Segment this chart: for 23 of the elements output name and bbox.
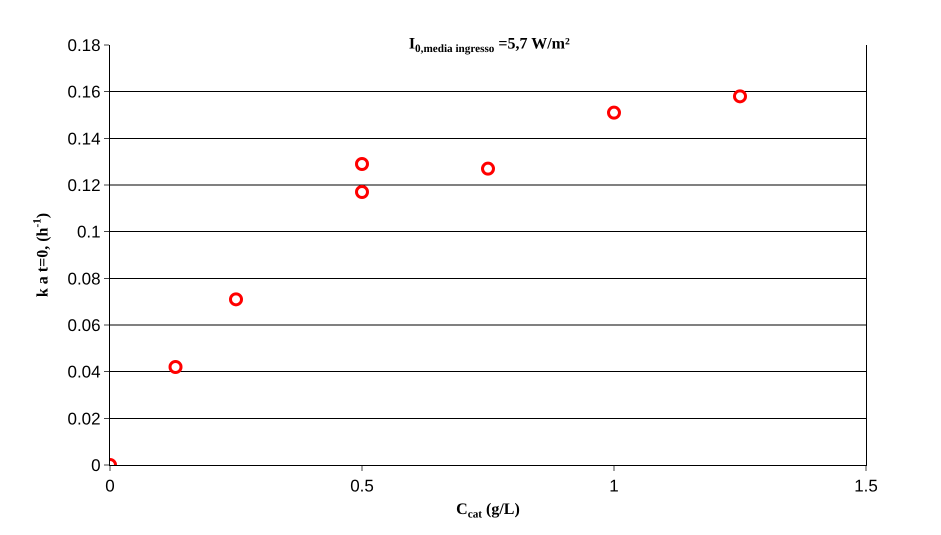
point <box>733 89 747 104</box>
y-tick-label: 0.06 <box>68 316 101 335</box>
y-tick-label: 0.1 <box>76 222 101 242</box>
point <box>168 360 183 374</box>
y-tick-label: 0.16 <box>68 82 101 102</box>
x-tick-label: 0 <box>105 476 115 496</box>
point <box>481 162 495 176</box>
x-tick-label: 0.5 <box>350 476 374 496</box>
point <box>355 185 369 199</box>
y-tick-label: 0 <box>91 456 101 475</box>
point <box>355 157 369 171</box>
point <box>607 106 621 120</box>
x-axis-title: C$_{cat}$ (g/L) <box>456 501 520 520</box>
x-tick-label: 1.5 <box>854 476 878 496</box>
y-tick-label: 0.04 <box>68 362 101 382</box>
y-tick-label: 0.12 <box>68 176 101 195</box>
x-tick-label: 1 <box>609 476 619 496</box>
point <box>229 292 243 306</box>
y-tick-label: 0.08 <box>68 269 101 288</box>
chart-title: I$_{0,media ingresso}$ =5,7 W/m² <box>408 36 570 56</box>
y-tick-label: 0.14 <box>68 129 101 148</box>
y-tick-label: 0.18 <box>68 36 101 55</box>
y-tick-label: 0.02 <box>68 409 101 428</box>
